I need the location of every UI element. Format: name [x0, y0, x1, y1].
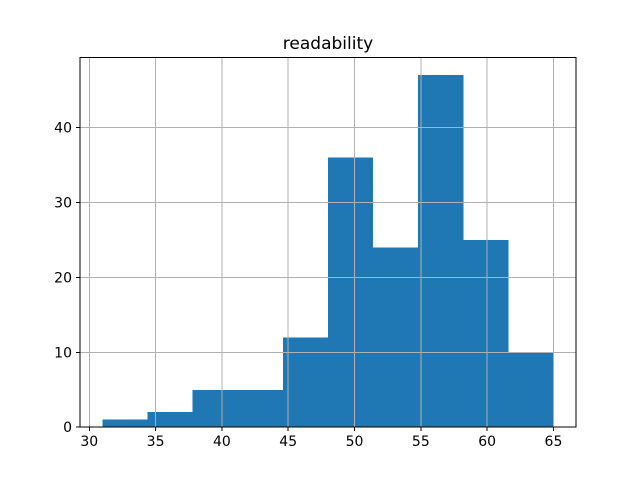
- labels-layer: 30 35 40 45 50 55 60 65 0 10 20 30 40: [54, 121, 562, 451]
- histogram-bar: [192, 389, 238, 428]
- y-tick-label: 10: [54, 345, 72, 361]
- x-tick-label: 65: [545, 434, 563, 450]
- y-tick-label: 0: [63, 420, 72, 436]
- histogram-bar: [373, 247, 419, 428]
- histogram-bar: [463, 239, 509, 428]
- histogram-bar: [418, 75, 464, 428]
- x-tick-label: 30: [80, 434, 98, 450]
- histogram-bar: [102, 419, 148, 428]
- x-tick-label: 60: [478, 434, 496, 450]
- y-tick-label: 20: [54, 270, 72, 286]
- chart-title: readability: [283, 34, 373, 54]
- plot-border: [79, 57, 577, 428]
- x-tick-label: 45: [279, 434, 297, 450]
- histogram-bar: [508, 352, 554, 428]
- y-tick-label: 40: [54, 121, 72, 137]
- x-tick-label: 50: [346, 434, 364, 450]
- histogram-bar: [147, 412, 193, 428]
- x-tick-label: 55: [412, 434, 430, 450]
- y-tick-label: 30: [54, 196, 72, 212]
- histogram-bar: [237, 389, 283, 428]
- histogram-bar: [282, 337, 328, 428]
- histogram-bar: [328, 157, 374, 428]
- x-tick-label: 35: [147, 434, 165, 450]
- ticks-layer: [76, 127, 554, 432]
- x-tick-label: 40: [213, 434, 231, 450]
